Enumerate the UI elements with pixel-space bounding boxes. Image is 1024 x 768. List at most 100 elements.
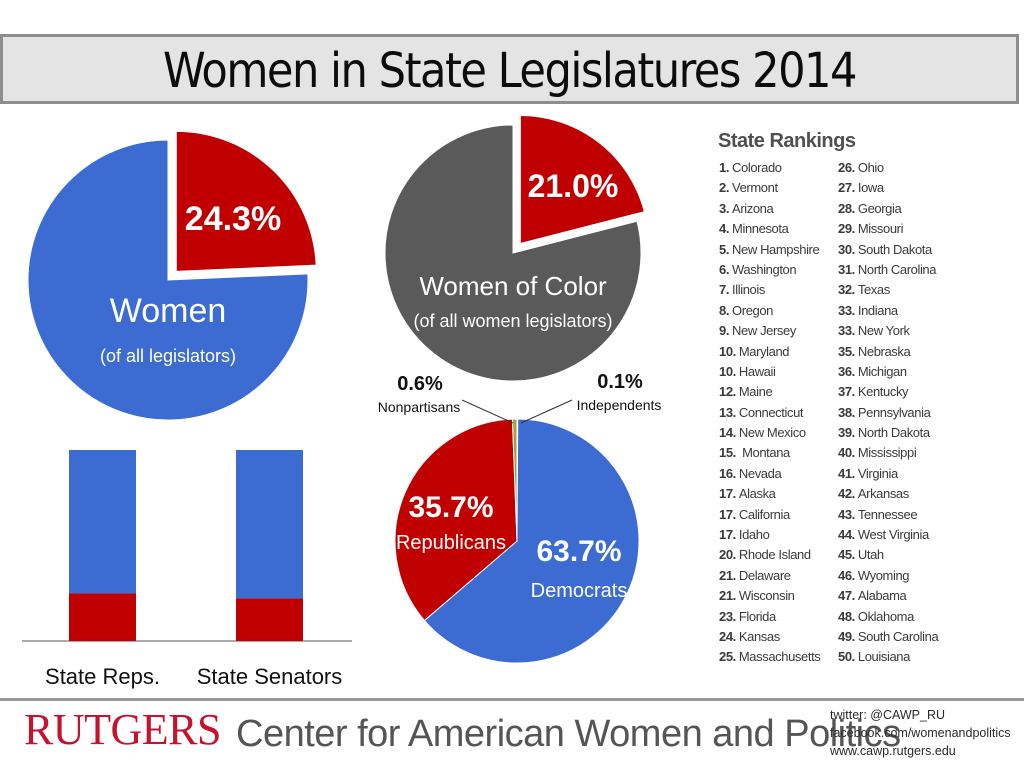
ranking-number: 9. [719,323,730,339]
ranking-number: 6. [719,261,730,277]
ranking-item: 1. Colorado [719,158,820,178]
ranking-number: 27. [838,180,855,196]
ranking-state: Arkansas [857,486,909,502]
ranking-number: 33. [838,302,855,318]
ranking-state: Washington [732,261,797,277]
ranking-state: Alaska [738,486,776,502]
ranking-state: South Carolina [857,628,939,644]
bar-category-label: State Reps. [45,664,160,689]
ranking-state: Wisconsin [738,588,795,604]
nonpartisans-leader-line [461,399,514,424]
ranking-item: 45. Utah [838,545,938,565]
democrats-label: Democrats [531,580,628,602]
website-link[interactable]: www.cawp.rutgers.edu [830,744,956,758]
ranking-number: 4. [719,221,730,237]
ranking-item: 42. Arkansas [838,484,938,504]
ranking-state: Idaho [738,527,770,543]
ranking-item: 50. Louisiana [838,647,938,667]
ranking-state: Kansas [738,628,780,644]
ranking-item: 36. Michigan [838,362,938,382]
ranking-item: 24. Kansas [719,627,820,647]
ranking-number: 35. [838,343,855,359]
ranking-item: 14. New Mexico [719,423,820,443]
ranking-number: 49. [838,628,855,644]
ranking-number: 33. [838,323,855,339]
ranking-number: 3. [719,200,730,216]
rutgers-logo: RUTGERS [24,705,221,754]
ranking-state: Utah [857,547,884,563]
twitter-handle[interactable]: twitter: @CAWP_RU [830,708,946,722]
ranking-state: Wyoming [857,567,910,583]
rankings-title: State Rankings [718,130,856,152]
ranking-item: 21. Wisconsin [719,586,820,606]
title-bar [0,34,1019,104]
color-pie-caption: Women of Color [419,271,607,301]
ranking-number: 47. [838,588,855,604]
ranking-state: Montana [738,445,790,461]
bar-category-label: State Senators [197,664,343,689]
ranking-item: 13. Connecticut [719,403,820,423]
ranking-number: 32. [838,282,855,298]
ranking-state: Nebraska [857,343,911,359]
ranking-state: Georgia [857,200,902,216]
ranking-number: 24. [719,628,736,644]
nonpartisans-label: Nonpartisans [378,399,461,415]
ranking-state: Illinois [732,282,765,298]
page-title: Women in State Legislatures 2014 [163,43,857,99]
ranking-item: 48. Oklahoma [838,607,938,627]
ranking-item: 6. Washington [719,260,820,280]
ranking-state: Louisiana [857,649,910,665]
ranking-number: 43. [838,506,855,522]
ranking-item: 15. Montana [719,443,820,463]
bar-segment-men [69,450,136,594]
ranking-item: 43. Tennessee [838,505,938,525]
ranking-number: 44. [838,527,855,543]
footer-divider [0,698,1024,701]
ranking-state: Indiana [857,302,898,318]
pie-slice-republicans [394,418,518,622]
ranking-item: 44. West Virginia [838,525,938,545]
ranking-state: Kentucky [857,384,909,400]
ranking-state: Iowa [857,180,884,196]
ranking-number: 14. [719,425,736,441]
ranking-number: 5. [719,241,730,257]
contact-block: twitter: @CAWP_RU facebook.com/womenandp… [830,706,1011,760]
ranking-state: North Dakota [857,425,930,441]
pie-slice-other [384,124,642,382]
ranking-state: Alabama [857,588,907,604]
pie-slice-women-of-color [519,115,645,245]
ranking-item: 2. Vermont [719,178,820,198]
color-pie-subcaption: (of all women legislators) [413,311,612,331]
ranking-number: 17. [719,527,736,543]
ranking-number: 1. [719,160,730,175]
ranking-number: 10. [719,363,736,379]
ranking-item: 12. Maine [719,382,820,402]
ranking-item: 16. Nevada [719,464,820,484]
ranking-number: 20. [719,547,736,563]
ranking-item: 33. New York [838,321,938,341]
ranking-item: 35. Nebraska [838,342,938,362]
ranking-item: 21. Delaware [719,566,820,586]
ranking-item: 20. Rhode Island [719,545,820,565]
ranking-item: 30. South Dakota [838,240,938,260]
ranking-item: 46. Wyoming [838,566,938,586]
ranking-number: 50. [838,649,855,665]
ranking-state: Maryland [738,343,790,359]
ranking-item: 29. Missouri [838,219,938,239]
pie-slice-women [175,130,317,272]
ranking-number: 28. [838,200,855,216]
ranking-item: 38. Pennsylvania [838,403,938,423]
facebook-link[interactable]: facebook.com/womenandpolitics [830,726,1011,740]
independents-percent-label: 0.1% [597,371,643,393]
ranking-state: South Dakota [857,241,932,257]
ranking-item: 25. Massachusetts [719,647,821,667]
ranking-item: 17. California [719,505,820,525]
rankings-column-left: 1. Colorado 2. Vermont 3. Arizona 4. Minnesota 5… [719,158,821,668]
ranking-state: Vermont [732,180,778,196]
ranking-number: 48. [838,608,855,624]
ranking-number: 13. [719,404,736,420]
ranking-number: 8. [719,302,730,318]
ranking-state: Colorado [732,160,782,175]
rankings-column-right: 26. Ohio 27. Iowa 28. Georgia 29. Missouri 30. So… [838,158,939,668]
ranking-item: 7. Illinois [719,280,820,300]
